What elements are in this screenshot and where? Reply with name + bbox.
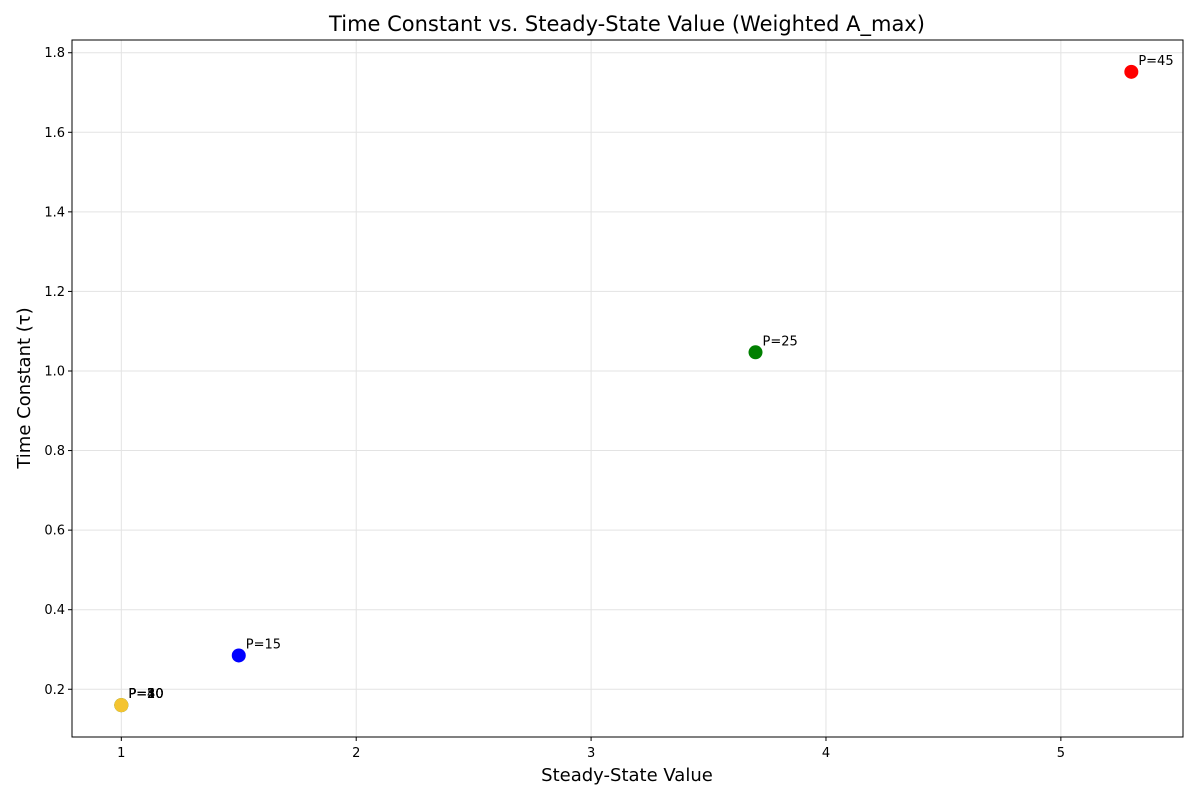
point-label: P=25 bbox=[763, 334, 798, 349]
grid-layer bbox=[72, 40, 1183, 737]
label-layer: P=5P=10P=20P=30P=40 P=15 P=25 P=45 bbox=[128, 54, 1173, 702]
y-tick-label: 0.6 bbox=[44, 524, 65, 539]
point-layer bbox=[114, 64, 1139, 713]
tick-layer: 1 2 3 4 5 0.2 0.4 0.6 0.8 1.0 1.2 1.4 1.6 1.8 bbox=[44, 46, 1065, 761]
y-tick-label: 1.6 bbox=[44, 126, 65, 141]
scatter-point bbox=[748, 345, 763, 360]
plot-frame bbox=[71, 39, 1184, 738]
point-label: P=20 bbox=[128, 687, 163, 702]
scatter-point bbox=[114, 698, 129, 713]
point-label: P=15 bbox=[246, 637, 281, 652]
point-label: P=30 bbox=[128, 687, 163, 702]
y-tick-label: 1.8 bbox=[44, 46, 65, 61]
y-axis-label: Time Constant (τ) bbox=[14, 307, 35, 469]
scatter-point bbox=[231, 648, 246, 663]
x-tick-label: 4 bbox=[822, 746, 830, 761]
point-label: P=40 bbox=[128, 687, 163, 702]
point-label: P=5 bbox=[128, 687, 155, 702]
point-label: P=45 bbox=[1138, 54, 1173, 69]
x-tick-label: 1 bbox=[117, 746, 125, 761]
y-tick-label: 0.2 bbox=[44, 683, 65, 698]
y-tick-label: 1.0 bbox=[44, 364, 65, 379]
y-tick-label: 1.2 bbox=[44, 285, 65, 300]
chart-title: Time Constant vs. Steady-State Value (We… bbox=[328, 12, 925, 37]
x-tick-label: 3 bbox=[587, 746, 595, 761]
x-axis-label: Steady-State Value bbox=[541, 765, 713, 786]
x-tick-label: 2 bbox=[352, 746, 360, 761]
y-tick-label: 1.4 bbox=[44, 205, 65, 220]
x-tick-label: 5 bbox=[1057, 746, 1065, 761]
scatter-point bbox=[1124, 64, 1139, 79]
y-tick-label: 0.8 bbox=[44, 444, 65, 459]
y-tick-label: 0.4 bbox=[44, 603, 65, 618]
point-label: P=10 bbox=[128, 687, 163, 702]
